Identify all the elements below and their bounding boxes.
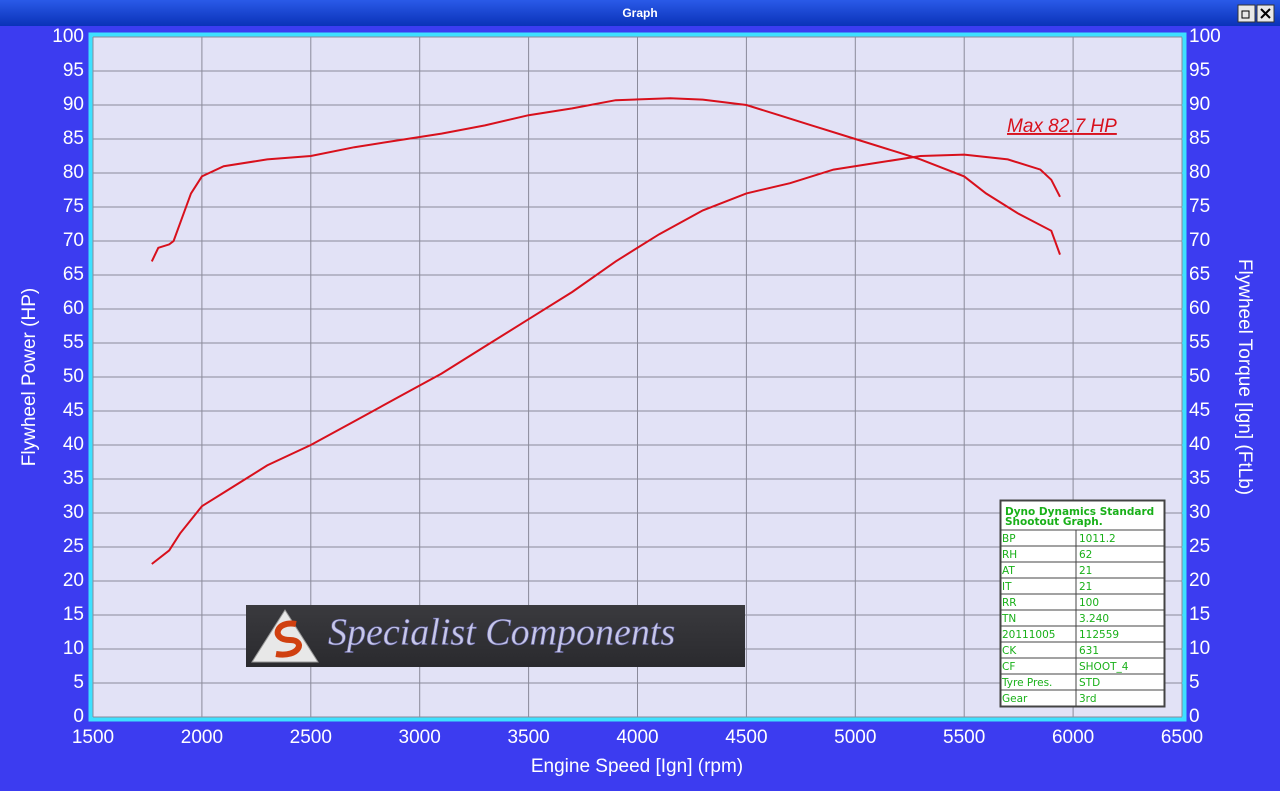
table-cell: 1011.2 — [1079, 533, 1116, 545]
y2-tick-label: 65 — [1189, 264, 1210, 285]
logo-emblem — [251, 609, 319, 663]
y-tick-label: 50 — [63, 366, 84, 387]
x-tick-label: 2500 — [290, 727, 332, 748]
y2-tick-label: 95 — [1189, 60, 1210, 81]
table-cell: 21 — [1079, 581, 1092, 593]
x-tick-label: 2000 — [181, 727, 223, 748]
info-table: Dyno Dynamics Standard Shootout Graph. BP… — [999, 499, 1166, 708]
table-cell: RH — [1002, 549, 1017, 561]
series-line — [151, 153, 1061, 565]
table-header — [1000, 500, 1165, 531]
y-tick-label: 45 — [63, 400, 84, 421]
series-line — [150, 97, 1061, 262]
logo-text: Specialist Components — [328, 612, 675, 654]
table-cell: 62 — [1079, 549, 1092, 561]
y2-tick-label: 90 — [1189, 94, 1210, 115]
x-tick-label: 4500 — [725, 727, 767, 748]
table-cell: 112559 — [1079, 629, 1119, 641]
y-tick-label: 85 — [63, 128, 84, 149]
y-tick-label: 55 — [63, 332, 84, 353]
y2-tick-label: 35 — [1189, 468, 1210, 489]
y-tick-label: 80 — [63, 162, 84, 183]
close-icon — [1260, 8, 1271, 19]
table-cell: AT — [1002, 565, 1015, 577]
y2-tick-label: 75 — [1189, 196, 1210, 217]
table-cell: TN — [1001, 613, 1016, 625]
table-row — [1000, 689, 1165, 707]
x-tick-label: 5500 — [943, 727, 985, 748]
window-title: Graph — [622, 6, 657, 20]
y2-tick-label: 45 — [1189, 400, 1210, 421]
table-cell: CK — [1002, 645, 1017, 657]
table-cell: SHOOT_4 — [1079, 661, 1129, 673]
y2-tick-label: 10 — [1189, 638, 1210, 659]
table-cell: 3.240 — [1079, 613, 1109, 625]
y-axis-title: Flywheel Power (HP) — [19, 288, 40, 466]
y-tick-label: 40 — [63, 434, 84, 455]
x-tick-label: 6500 — [1161, 727, 1203, 748]
logo: Specialist Components — [246, 605, 745, 667]
title-bar — [0, 0, 1280, 26]
table-cell: BP — [1002, 533, 1016, 545]
table-title: Dyno Dynamics Standard Shootout Graph. — [1005, 506, 1154, 528]
x-axis-title: Engine Speed [Ign] (rpm) — [531, 756, 743, 777]
y2-tick-label: 85 — [1189, 128, 1210, 149]
y-tick-label: 60 — [63, 298, 84, 319]
y-tick-label: 0 — [73, 706, 84, 727]
y2-tick-label: 80 — [1189, 162, 1210, 183]
table-cell: Tyre Pres. — [1001, 677, 1052, 689]
table-cell: IT — [1002, 581, 1012, 593]
y2-tick-label: 20 — [1189, 570, 1210, 591]
y-tick-label: 65 — [63, 264, 84, 285]
table-cell: Gear — [1002, 693, 1028, 705]
table-cell: 21 — [1079, 565, 1092, 577]
y2-tick-label: 5 — [1189, 672, 1200, 693]
x-tick-label: 6000 — [1052, 727, 1094, 748]
table-cell: CF — [1002, 661, 1015, 673]
y2-tick-label: 60 — [1189, 298, 1210, 319]
table-cell: 20111005 — [1002, 629, 1055, 641]
y-tick-label: 25 — [63, 536, 84, 557]
y-tick-label: 95 — [63, 60, 84, 81]
x-tick-label: 1500 — [72, 727, 114, 748]
table-cell: STD — [1079, 677, 1100, 689]
restore-icon — [1241, 10, 1250, 19]
y-tick-label: 70 — [63, 230, 84, 251]
logo-emblem-s — [274, 620, 302, 658]
y-tick-label: 90 — [63, 94, 84, 115]
y2-tick-label: 25 — [1189, 536, 1210, 557]
y2-tick-label: 40 — [1189, 434, 1210, 455]
y-tick-label: 100 — [52, 26, 84, 47]
y2-tick-label: 70 — [1189, 230, 1210, 251]
y2-tick-label: 55 — [1189, 332, 1210, 353]
y2-tick-label: 50 — [1189, 366, 1210, 387]
y2-tick-label: 100 — [1189, 26, 1221, 47]
table-cell: 631 — [1079, 645, 1099, 657]
y2-tick-label: 30 — [1189, 502, 1210, 523]
y-tick-label: 10 — [63, 638, 84, 659]
y-tick-label: 15 — [63, 604, 84, 625]
x-tick-label: 5000 — [834, 727, 876, 748]
x-tick-label: 3000 — [399, 727, 441, 748]
y-tick-label: 20 — [63, 570, 84, 591]
marks — [150, 97, 1061, 565]
y-tick-label: 5 — [73, 672, 84, 693]
logo-box — [246, 605, 745, 667]
table-cell: 3rd — [1079, 693, 1096, 705]
y-tick-label: 75 — [63, 196, 84, 217]
y2-tick-label: 15 — [1189, 604, 1210, 625]
restore-button[interactable] — [1237, 4, 1256, 23]
y-tick-label: 35 — [63, 468, 84, 489]
y2-tick-label: 0 — [1189, 706, 1200, 727]
table-cell: 100 — [1079, 597, 1099, 609]
y2-axis-title: Flywheel Torque [Ign] (FtLb) — [1234, 259, 1255, 495]
table-frame — [999, 499, 1166, 708]
x-tick-label: 3500 — [507, 727, 549, 748]
y-tick-label: 30 — [63, 502, 84, 523]
table-cell: RR — [1002, 597, 1017, 609]
max-annotation: Max 82.7 HP — [1007, 116, 1117, 137]
x-tick-label: 4000 — [616, 727, 658, 748]
